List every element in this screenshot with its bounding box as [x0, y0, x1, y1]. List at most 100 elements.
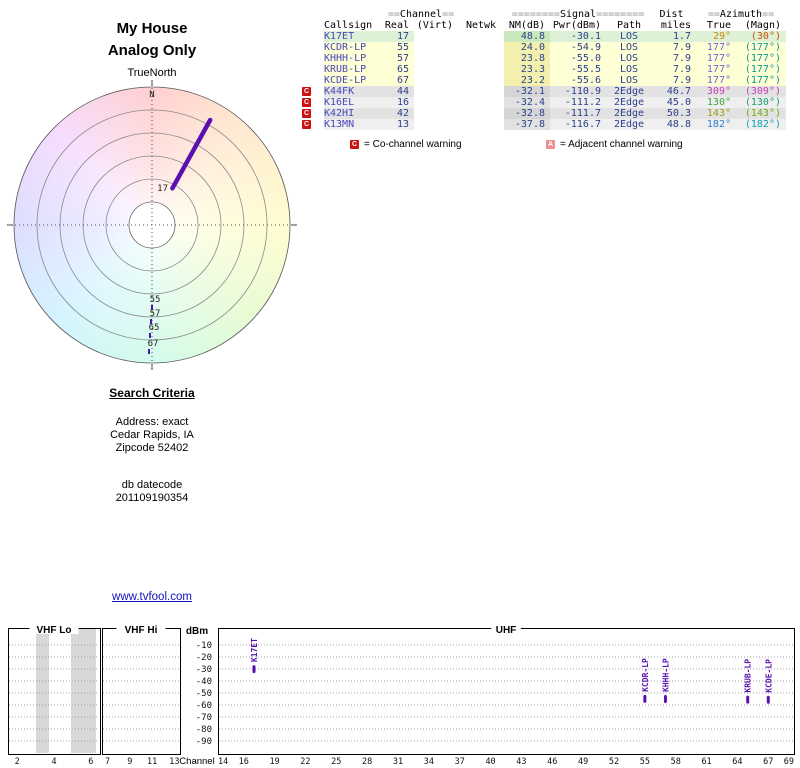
co-channel-warning-badge: C [302, 120, 311, 129]
table-row-kcde-lp: KCDE-LP 67 23.2 -55.6 LOS 7.9 177° (177°) [300, 75, 790, 86]
cell-miles: 7.9 [652, 53, 696, 64]
cell-real-channel: 44 [384, 86, 414, 97]
x-tick-label: 13 [169, 757, 179, 767]
x-tick-label: 69 [784, 757, 794, 767]
cell-power: -111.7 [550, 108, 606, 119]
true-north-label: TrueNorth [127, 67, 177, 79]
cell-azimuth-true: 177° [696, 75, 736, 86]
x-tick-label: 49 [578, 757, 588, 767]
cell-azimuth-magnetic: (177°) [736, 64, 786, 75]
x-axis-title: Channel [179, 756, 214, 767]
x-tick-label: 34 [424, 757, 434, 767]
cell-callsign: K42HI [324, 108, 384, 119]
cell-azimuth-magnetic: (309°) [736, 86, 786, 97]
band-title-bg [116, 624, 166, 634]
y-tick-label: -10 [196, 641, 212, 651]
cell-callsign: K13MN [324, 119, 384, 130]
cell-azimuth-magnetic: (30°) [736, 31, 786, 42]
x-tick-label: 46 [547, 757, 557, 767]
co-channel-warning-badge: C [302, 87, 311, 96]
cell-azimuth-magnetic: (177°) [736, 42, 786, 53]
dist-group-header: Dist [659, 9, 684, 20]
radar-south-marker-label: 55 [150, 295, 161, 305]
table-column-header-row: Callsign Real (Virt) Netwk NM(dB) Pwr(dB… [300, 20, 790, 31]
cell-azimuth-true: 143° [696, 108, 736, 119]
cell-miles: 1.7 [652, 31, 696, 42]
cell-azimuth-magnetic: (182°) [736, 119, 786, 130]
table-row-krub-lp: KRUB-LP 65 23.3 -55.5 LOS 7.9 177° (177°) [300, 64, 790, 75]
cell-real-channel: 57 [384, 53, 414, 64]
cell-power: -55.6 [550, 75, 606, 86]
search-criteria: Search Criteria Address: exact Cedar Rap… [7, 386, 297, 505]
x-tick-label: 11 [147, 757, 157, 767]
cell-noise-margin: 23.2 [504, 75, 550, 86]
report-title: My House [116, 20, 188, 37]
search-city: Cedar Rapids, IA [110, 429, 194, 441]
cell-real-channel: 13 [384, 119, 414, 130]
cell-azimuth-magnetic: (177°) [736, 53, 786, 64]
x-tick-label: 22 [300, 757, 310, 767]
cell-azimuth-magnetic: (143°) [736, 108, 786, 119]
radar-crosshair [7, 80, 297, 370]
cell-power: -110.9 [550, 86, 606, 97]
cell-callsign: KRUB-LP [324, 64, 384, 75]
cell-miles: 50.3 [652, 108, 696, 119]
report-subtitle: Analog Only [107, 42, 197, 59]
col-header-miles: miles [660, 20, 691, 31]
cell-power: -55.5 [550, 64, 606, 75]
search-criteria-heading: Search Criteria [109, 386, 195, 400]
cell-path: LOS [606, 42, 652, 53]
cell-noise-margin: 23.8 [504, 53, 550, 64]
x-tick-label: 4 [51, 757, 56, 767]
col-header-magn: (Magn) [744, 20, 781, 31]
cell-noise-margin: 24.0 [504, 42, 550, 53]
search-address: Address: exact [115, 416, 189, 428]
radar-north-label: N [149, 90, 154, 100]
col-header-netwk: Netwk [465, 20, 497, 31]
cell-miles: 7.9 [652, 42, 696, 53]
band-title-bg [491, 624, 521, 634]
col-header-nm: NM(dB) [508, 20, 545, 31]
marker-label-krub-lp: KRUB-LP [744, 659, 753, 693]
marker-label-kcde-lp: KCDE-LP [764, 659, 773, 693]
cell-path: LOS [606, 31, 652, 42]
cell-miles: 7.9 [652, 64, 696, 75]
search-zipcode: Zipcode 52402 [115, 442, 189, 454]
y-tick-label: -30 [196, 665, 212, 675]
cell-azimuth-magnetic: (177°) [736, 75, 786, 86]
y-tick-label: -80 [196, 725, 212, 735]
marker-k17et [252, 665, 256, 674]
co-channel-warning-badge: C [302, 109, 311, 118]
tvfool-link[interactable]: www.tvfool.com [112, 591, 192, 603]
cell-real-channel: 42 [384, 108, 414, 119]
x-tick-label: 40 [485, 757, 495, 767]
cell-path: 2Edge [606, 119, 652, 130]
band-title-vhf-hi: VHF Hi [125, 625, 158, 636]
band-title-bg [29, 624, 79, 634]
cell-noise-margin: 48.8 [504, 31, 550, 42]
y-axis-title: dBm [186, 626, 208, 637]
x-tick-label: 31 [393, 757, 403, 767]
cell-noise-margin: -32.8 [504, 108, 550, 119]
legend-co-text: = Co-channel warning [364, 139, 462, 150]
table-row-k13mn: C K13MN 13 -37.8 -116.7 2Edge 48.8 182° (182°) [300, 119, 790, 130]
warning-badge-cell: C [300, 98, 324, 107]
cell-path: 2Edge [606, 97, 652, 108]
y-tick-label: -20 [196, 653, 212, 663]
channel-group-header: ==Channel== [387, 9, 455, 20]
x-tick-label: 9 [127, 757, 132, 767]
cell-real-channel: 67 [384, 75, 414, 86]
x-tick-label: 61 [701, 757, 711, 767]
footer-link-wrap: www.tvfool.com [7, 591, 297, 603]
signal-table: ==Channel== ========Signal======== Dist … [300, 9, 790, 130]
x-tick-label: 14 [218, 757, 228, 767]
cell-miles: 48.8 [652, 119, 696, 130]
db-datecode-label: db datecode [121, 479, 183, 491]
table-body: K17ET 17 48.8 -30.1 LOS 1.7 29° (30°) KCDR-LP 55 2… [300, 31, 790, 130]
x-tick-label: 16 [239, 757, 249, 767]
x-tick-label: 28 [362, 757, 372, 767]
marker-label-kcdr-lp: KCDR-LP [641, 658, 650, 692]
cell-power: -55.0 [550, 53, 606, 64]
x-tick-label: 7 [105, 757, 110, 767]
